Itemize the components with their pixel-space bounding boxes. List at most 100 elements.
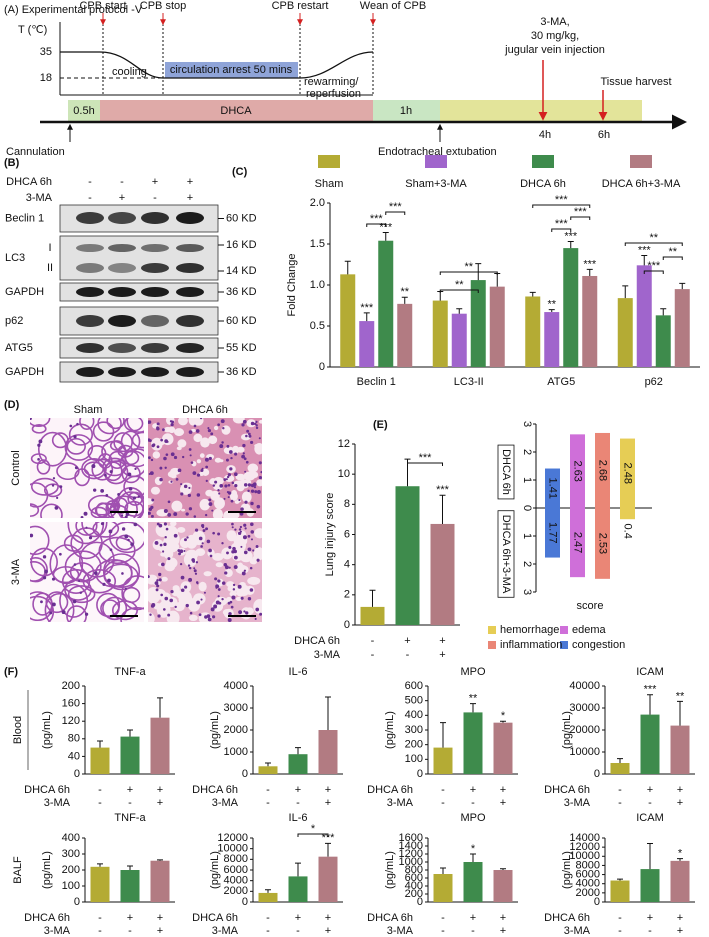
y-tick-label: 1: [521, 533, 533, 539]
condition-sign: -: [88, 176, 92, 188]
bar: [433, 747, 453, 774]
nucleus: [260, 470, 262, 474]
nucleus: [245, 460, 249, 464]
nucleus: [72, 599, 77, 604]
nucleus: [258, 437, 261, 440]
alveolus: [31, 423, 47, 434]
condition-sign: -: [471, 797, 475, 809]
alveolus: [90, 506, 108, 518]
error-bar: [456, 308, 463, 314]
nucleus: [149, 613, 152, 616]
nucleus: [231, 526, 234, 529]
nucleus: [169, 598, 174, 603]
nucleus: [160, 593, 164, 597]
chart-title: TNF-a: [114, 666, 146, 678]
y-tick-label: 2000: [224, 724, 248, 736]
x-tick-label: LC3-II: [454, 376, 484, 388]
bar: [150, 717, 170, 774]
alveolus: [232, 418, 245, 424]
y-axis-label: (pg/mL): [209, 711, 221, 749]
alveolus: [254, 442, 262, 455]
nucleus: [181, 455, 185, 459]
y-tick-label: 6000: [576, 868, 600, 880]
nucleus: [221, 441, 224, 444]
error-bar: [677, 700, 683, 726]
nucleus: [243, 523, 247, 527]
nucleus: [69, 424, 73, 428]
nucleus: [253, 485, 257, 489]
condition-sign: +: [325, 784, 331, 796]
y-tick-label: 1.0: [310, 279, 325, 291]
y-tick-label: 0: [74, 896, 80, 908]
group-box: [497, 510, 515, 598]
nucleus: [203, 591, 206, 594]
error-bar: [265, 889, 271, 893]
y-axis-label: (pg/mL): [384, 711, 396, 749]
bracket: [662, 256, 683, 260]
nucleus: [133, 522, 138, 527]
y-tick-label: 1000: [399, 856, 423, 868]
nucleus: [132, 496, 137, 500]
condition-sign: -: [88, 192, 92, 204]
nucleus: [244, 527, 247, 530]
nucleus: [42, 555, 47, 559]
alveolus: [212, 552, 224, 561]
y-axis-label: Fold Change: [286, 254, 298, 317]
row-label: BALF: [12, 856, 24, 884]
legend-label: DHCA 6h+3-MA: [602, 178, 681, 190]
nucleus: [30, 533, 34, 538]
nucleus: [194, 572, 198, 575]
nucleus: [109, 548, 113, 552]
nucleus: [253, 422, 257, 426]
bar: [360, 606, 385, 625]
bar: [150, 860, 170, 902]
y-tick-label: 4000: [224, 875, 248, 887]
condition-label: 3-MA: [564, 797, 591, 809]
alveolus: [97, 453, 113, 469]
condition-label: DHCA 6h: [544, 784, 590, 796]
alveolus: [181, 508, 186, 512]
legend-swatch: [630, 155, 652, 168]
alveolus: [178, 418, 188, 426]
nucleus: [243, 483, 248, 487]
size-label: 55 KD: [226, 342, 257, 354]
nucleus: [187, 564, 191, 567]
alveolus: [75, 522, 98, 536]
nucleus: [204, 513, 208, 517]
nucleus: [215, 600, 220, 605]
nucleus: [88, 536, 93, 540]
condition-sign: +: [325, 797, 331, 809]
error-bar: [295, 747, 301, 755]
nucleus: [159, 477, 163, 482]
nucleus: [127, 538, 130, 542]
condition-sign: -: [266, 925, 270, 937]
y-tick-label: 3: [521, 589, 533, 595]
nucleus: [239, 525, 243, 529]
y-tick-label: 8000: [224, 853, 248, 865]
nucleus: [218, 492, 221, 495]
y-tick-label: 100: [62, 880, 80, 892]
bar: [655, 315, 671, 367]
size-label: 14 KD: [226, 265, 257, 277]
nucleus: [159, 543, 163, 547]
band-label: I: [48, 242, 51, 254]
nucleus: [158, 578, 162, 582]
nucleus: [255, 426, 259, 430]
condition-sign: -: [441, 925, 445, 937]
chart-title: ICAM: [636, 812, 664, 824]
significance: **: [400, 286, 409, 298]
nucleus: [170, 590, 174, 594]
nucleus: [226, 490, 230, 494]
nucleus: [250, 501, 254, 506]
y-tick-label: 600: [405, 680, 423, 692]
y-tick-label: 4000: [224, 680, 248, 692]
y-tick-label: 100: [405, 753, 423, 765]
y-tick-label: 300: [62, 848, 80, 860]
condition-sign: -: [153, 192, 157, 204]
condition-label: DHCA 6h: [192, 912, 238, 924]
timeline-label: 0.5h: [73, 105, 94, 117]
size-label: 60 KD: [226, 212, 257, 224]
nucleus: [91, 464, 96, 469]
y-tick-label: 40000: [569, 680, 600, 692]
protein-label: GAPDH: [5, 286, 44, 298]
